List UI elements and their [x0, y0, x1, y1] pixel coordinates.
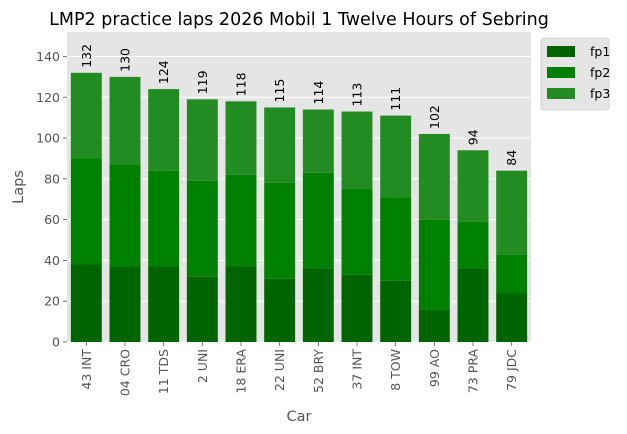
y-axis-ticks: 0 20 40 60 80 100 120 140: [36, 49, 67, 350]
y-tick-label: 60: [44, 212, 60, 227]
bar-segment-fp1: [225, 266, 257, 342]
bar-segment-fp3: [264, 107, 296, 183]
legend-swatch-fp3: [547, 88, 575, 99]
bar-segment-fp2: [418, 219, 450, 310]
y-tick-label: 140: [36, 49, 60, 64]
total-labels: 132 130 124 119 118 115 114 113 111 102 94 84: [79, 44, 519, 166]
bar-segment-fp1: [186, 276, 218, 342]
bar-segment-fp3: [418, 133, 450, 220]
bar-segment-fp2: [457, 221, 489, 269]
bar-segment-fp2: [186, 180, 218, 277]
legend-label-fp3: fp3: [590, 86, 610, 101]
bar-segment-fp2: [302, 172, 334, 269]
legend: fp1 fp2 fp3: [540, 37, 610, 111]
y-tick-label: 100: [36, 131, 60, 146]
total-label: 130: [118, 48, 133, 72]
x-tick-label: 99 AO: [427, 349, 442, 387]
total-label: 102: [427, 105, 442, 129]
total-label: 118: [234, 72, 249, 96]
x-tick-label: 11 TDS: [156, 349, 171, 394]
bar-segment-fp3: [148, 89, 180, 171]
bar-segment-fp3: [70, 72, 102, 159]
bar-segment-fp1: [148, 266, 180, 342]
bar-segment-fp1: [418, 309, 450, 342]
bar-segment-fp1: [109, 266, 141, 342]
y-tick-label: 0: [52, 335, 60, 350]
total-label: 119: [195, 70, 210, 94]
bar-segment-fp3: [380, 115, 412, 198]
bar-segment-fp2: [148, 170, 180, 267]
grid-lines: [67, 55, 531, 343]
x-axis-label: Car: [287, 409, 312, 425]
total-label: 132: [79, 44, 94, 68]
x-tick-label: 43 INT: [79, 349, 94, 390]
bar-segment-fp2: [264, 182, 296, 279]
bars: [70, 72, 528, 342]
legend-swatch-fp2: [547, 67, 575, 78]
x-tick-label: 79 JDC: [504, 349, 519, 391]
x-tick-label: 22 UNI: [272, 349, 287, 391]
total-label: 113: [350, 83, 365, 107]
bar-segment-fp1: [341, 274, 373, 342]
bar-segment-fp2: [341, 189, 373, 275]
bar-segment-fp2: [380, 197, 412, 281]
bar-segment-fp3: [341, 111, 373, 190]
y-tick-label: 120: [36, 90, 60, 105]
x-tick-label: 18 ERA: [234, 349, 249, 394]
x-tick-label: 73 PRA: [466, 349, 481, 394]
bar-segment-fp2: [109, 164, 141, 267]
y-tick-label: 80: [44, 171, 60, 186]
x-tick-label: 8 TOW: [388, 349, 403, 391]
bar-segment-fp2: [496, 254, 528, 294]
bar-segment-fp2: [70, 158, 102, 265]
total-label: 111: [388, 87, 403, 111]
bar-segment-fp1: [302, 268, 334, 342]
total-label: 124: [156, 60, 171, 84]
bar-segment-fp3: [109, 76, 141, 165]
plot-area: [67, 32, 531, 342]
total-label: 84: [504, 150, 519, 166]
bar-segment-fp1: [264, 278, 296, 342]
total-label: 94: [466, 129, 481, 145]
bar-segment-fp3: [496, 170, 528, 255]
legend-swatch-fp1: [547, 46, 575, 57]
chart-title: LMP2 practice laps 2026 Mobil 1 Twelve H…: [49, 10, 549, 30]
total-label: 115: [272, 79, 287, 103]
bar-segment-fp3: [186, 99, 218, 181]
bar-segment-fp1: [496, 293, 528, 342]
bar-segment-fp2: [225, 174, 257, 267]
bar-segment-fp1: [380, 280, 412, 342]
y-axis-label: Laps: [11, 170, 27, 204]
x-tick-label: 04 CRO: [118, 349, 133, 396]
bar-segment-fp3: [302, 109, 334, 173]
bar-segment-fp1: [457, 268, 489, 342]
y-tick-label: 40: [44, 253, 60, 268]
x-tick-label: 2 UNI: [195, 349, 210, 383]
y-tick-label: 20: [44, 294, 60, 309]
legend-label-fp2: fp2: [590, 65, 610, 80]
total-label: 114: [311, 81, 326, 105]
bar-segment-fp3: [457, 150, 489, 222]
bar-segment-fp3: [225, 101, 257, 175]
x-tick-label: 37 INT: [350, 349, 365, 390]
legend-label-fp1: fp1: [590, 44, 610, 59]
x-axis-ticks: 43 INT 04 CRO 11 TDS 2 UNI 18 ERA 22 UNI 52 BR…: [79, 342, 519, 396]
x-tick-label: 52 BRY: [311, 349, 326, 393]
bar-segment-fp1: [70, 264, 102, 342]
